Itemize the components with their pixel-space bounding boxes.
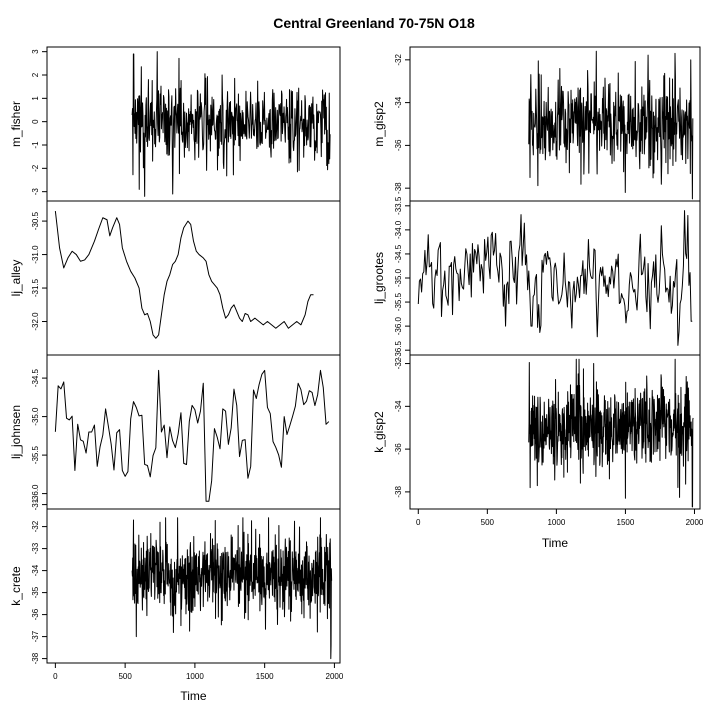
y-tick-label: -3 bbox=[31, 188, 40, 196]
y-tick-label: -32 bbox=[394, 54, 403, 66]
panel-frame bbox=[46, 200, 341, 356]
x-axis-label: Time bbox=[180, 689, 207, 703]
y-tick-label: -38 bbox=[394, 486, 403, 498]
x-tick-label: 0 bbox=[53, 672, 58, 681]
y-tick-label: -34 bbox=[394, 400, 403, 412]
x-axis-right: 0 500 1000 1500 2000 Time bbox=[416, 509, 704, 550]
series-line-k_crete bbox=[131, 517, 333, 660]
y-tick-label: -37 bbox=[31, 630, 40, 642]
y-tick-label: -35.5 bbox=[31, 445, 40, 464]
panel-lj_alley: -30.5 -31.0 -31.5 -32.0 lj_alley bbox=[9, 200, 341, 356]
panel-frame bbox=[46, 508, 341, 664]
y-tick-label: -36.5 bbox=[394, 341, 403, 360]
x-axis-label: Time bbox=[542, 536, 569, 550]
y-tick-label: -36.0 bbox=[394, 316, 403, 335]
y-tick-label: -32.0 bbox=[31, 312, 40, 331]
y-tick-label: -36 bbox=[394, 139, 403, 151]
panel-k_crete: -38 -37 -36 -35 -34 -33 -32 -31 k_crete bbox=[9, 498, 341, 664]
panel-lj_johnsen: -34.5 -35.0 -35.5 -36.0 lj_johnsen bbox=[9, 354, 341, 510]
y-tick-label: 3 bbox=[31, 49, 40, 54]
y-tick-label: 0 bbox=[31, 119, 40, 124]
panel-m_fisher: -3 -2 -1 0 1 2 3 m_fisher bbox=[9, 46, 341, 202]
y-tick-label: -34.5 bbox=[31, 368, 40, 387]
y-tick-label: -34 bbox=[31, 564, 40, 576]
y-tick-label: -36 bbox=[31, 608, 40, 620]
y-tick-label: -38 bbox=[394, 182, 403, 194]
x-tick-label: 500 bbox=[481, 518, 495, 527]
y-tick-label: -35 bbox=[31, 586, 40, 598]
y-tick-label: -31 bbox=[31, 498, 40, 510]
y-axis-label: k_gisp2 bbox=[372, 411, 386, 453]
y-axis-label: lj_grootes bbox=[372, 252, 386, 304]
y-axis-label: m_fisher bbox=[9, 101, 23, 147]
series-line-lj_alley bbox=[54, 210, 314, 339]
panel-k_gisp2: -38 -36 -34 -32 k_gisp2 bbox=[372, 354, 701, 510]
y-tick-label: -36.0 bbox=[31, 484, 40, 503]
y-tick-label: -34.5 bbox=[394, 244, 403, 263]
y-tick-label: -35.0 bbox=[31, 407, 40, 426]
y-tick-label: -35.0 bbox=[394, 268, 403, 287]
x-tick-label: 500 bbox=[118, 672, 132, 681]
y-axis-label: k_crete bbox=[9, 566, 23, 606]
x-tick-label: 1500 bbox=[256, 672, 274, 681]
x-tick-label: 2000 bbox=[326, 672, 344, 681]
chart-title: Central Greenland 70-75N O18 bbox=[273, 15, 475, 31]
panel-lj_grootes: -33.5 -34.0 -34.5 -35.0 -35.5 -36.0 -36.5 lj_gr… bbox=[372, 196, 701, 360]
x-tick-label: 0 bbox=[416, 518, 421, 527]
y-tick-label: -38 bbox=[31, 652, 40, 664]
y-tick-label: -1 bbox=[31, 141, 40, 149]
y-tick-label: -32 bbox=[31, 520, 40, 532]
y-tick-label: -33.5 bbox=[394, 196, 403, 215]
y-tick-label: -31.0 bbox=[31, 245, 40, 264]
y-tick-label: -2 bbox=[31, 164, 40, 172]
x-tick-label: 1000 bbox=[547, 518, 565, 527]
series-line-m_fisher bbox=[131, 51, 331, 197]
y-tick-label: 2 bbox=[31, 72, 40, 77]
series-line-lj_grootes bbox=[417, 210, 693, 346]
panel-m_gisp2: -38 -36 -34 -32 m_gisp2 bbox=[372, 46, 701, 202]
y-tick-label: -32 bbox=[394, 357, 403, 369]
y-tick-label: -36 bbox=[394, 443, 403, 455]
series-line-lj_johnsen bbox=[54, 369, 330, 502]
y-tick-label: -34.0 bbox=[394, 220, 403, 239]
x-tick-label: 1500 bbox=[617, 518, 635, 527]
x-tick-label: 2000 bbox=[686, 518, 704, 527]
series-line-k_gisp2 bbox=[528, 358, 694, 508]
series-line-m_gisp2 bbox=[528, 50, 694, 200]
panel-frame bbox=[409, 354, 701, 510]
x-axis-left: 0 500 1000 1500 2000 Time bbox=[53, 663, 344, 703]
x-tick-label: 1000 bbox=[186, 672, 204, 681]
y-axis-label: lj_johnsen bbox=[9, 405, 23, 459]
y-tick-label: -33 bbox=[31, 542, 40, 554]
y-tick-label: -34 bbox=[394, 96, 403, 108]
panels-layer: -3 -2 -1 0 1 2 3 m_fisher -30.5 -31.0 -31.5 -32.0 lj… bbox=[9, 46, 704, 703]
y-tick-label: 1 bbox=[31, 96, 40, 101]
y-tick-label: -30.5 bbox=[31, 211, 40, 230]
y-tick-label: -35.5 bbox=[394, 292, 403, 311]
y-axis-label: lj_alley bbox=[9, 260, 23, 297]
y-axis-label: m_gisp2 bbox=[372, 101, 386, 147]
y-tick-label: -31.5 bbox=[31, 278, 40, 297]
